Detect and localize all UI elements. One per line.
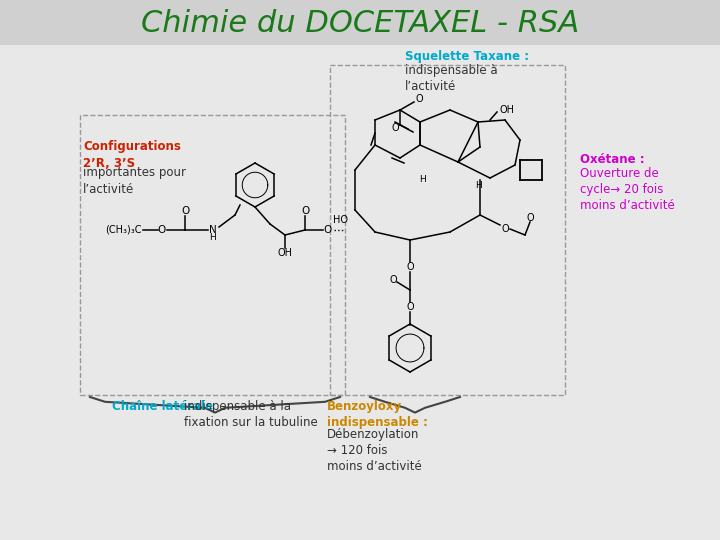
- Text: HO: HO: [333, 215, 348, 225]
- Text: O: O: [390, 275, 397, 285]
- Bar: [0, 0, 720, 45]
- Text: Squelette Taxane :: Squelette Taxane :: [405, 50, 529, 63]
- Text: O: O: [406, 302, 414, 312]
- Text: Débenzoylation
→ 120 fois
moins d’activité: Débenzoylation → 120 fois moins d’activi…: [327, 428, 422, 473]
- Text: Oxétane :: Oxétane :: [580, 153, 644, 166]
- Text: Ouverture de
cycle→ 20 fois
moins d’activité: Ouverture de cycle→ 20 fois moins d’acti…: [580, 167, 675, 212]
- Text: indispensable à
l’activité: indispensable à l’activité: [405, 64, 498, 93]
- Bar: [80, 115, 345, 395]
- Text: H: H: [418, 176, 426, 185]
- Text: O: O: [501, 224, 509, 234]
- Text: O: O: [158, 225, 166, 235]
- Text: H: H: [210, 233, 217, 242]
- Text: importantes pour
l’activité: importantes pour l’activité: [83, 166, 186, 196]
- Text: O: O: [181, 206, 189, 216]
- Text: O: O: [391, 123, 399, 133]
- Text: (CH₃)₃C: (CH₃)₃C: [105, 225, 142, 235]
- Text: Chaîne latérale: Chaîne latérale: [112, 400, 213, 413]
- Text: Chimie du DOCETAXEL - RSA: Chimie du DOCETAXEL - RSA: [141, 9, 579, 37]
- Text: O: O: [324, 225, 332, 235]
- Text: Benzoyloxy
indispensable :: Benzoyloxy indispensable :: [327, 400, 428, 429]
- Text: H: H: [474, 180, 482, 190]
- Text: O: O: [301, 206, 309, 216]
- Text: O: O: [406, 262, 414, 272]
- Text: N: N: [209, 225, 217, 235]
- Bar: [330, 65, 565, 395]
- Text: OH: OH: [277, 248, 292, 258]
- Text: Configurations
2’R, 3’S: Configurations 2’R, 3’S: [83, 140, 181, 170]
- Text: OH: OH: [500, 105, 515, 115]
- Text: indispensable à la
fixation sur la tubuline: indispensable à la fixation sur la tubul…: [184, 400, 318, 429]
- Text: O: O: [415, 94, 423, 104]
- Text: O: O: [526, 213, 534, 223]
